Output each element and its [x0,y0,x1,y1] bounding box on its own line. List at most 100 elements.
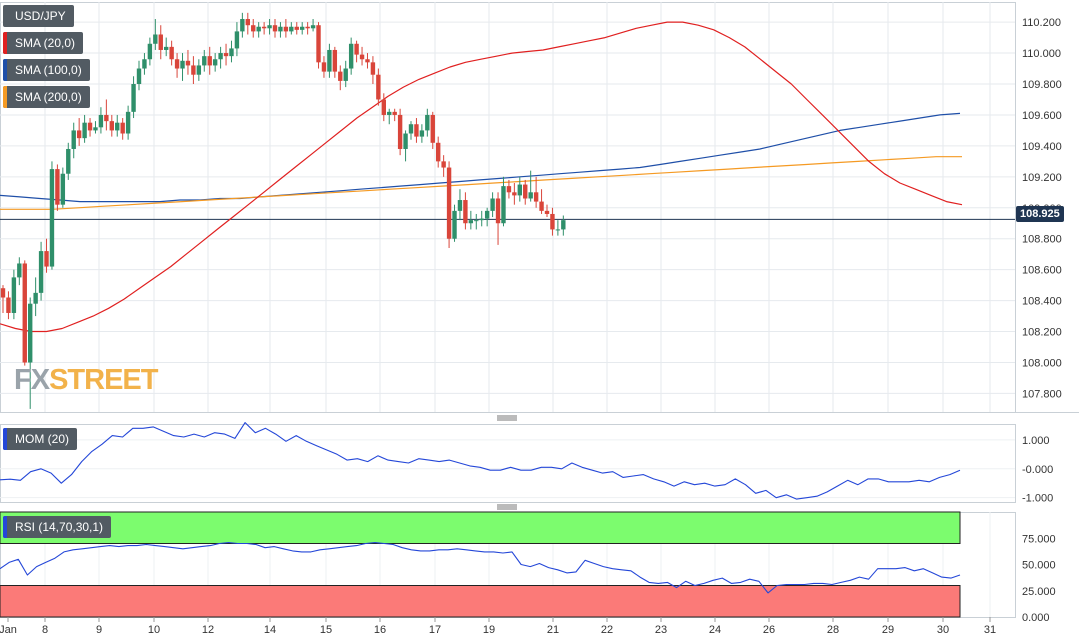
candle-body-up [98,114,104,128]
rsi-label-text: RSI (14,70,30,1) [15,520,104,534]
candle-body-down [397,114,403,149]
sma200-line [0,156,962,210]
candle-body-down [321,62,327,72]
price-tick-label: 108.200 [1022,327,1062,339]
candle-body-down [104,114,109,122]
sma20-swatch [3,32,7,54]
candle-body-down [44,251,49,267]
candle-body-down [441,161,446,168]
candle-body-up [136,68,142,84]
candle-body-up [115,122,120,131]
candle-body-down [251,25,256,32]
candle-body-down [495,198,501,224]
sma20-line [0,21,963,333]
candle-body-down [305,26,310,29]
candle-body-up [256,26,261,32]
sma200-label-text: SMA (200,0) [15,90,82,104]
candle-body-down [185,60,191,66]
last-price-tag: 108.925 [1016,206,1064,222]
rsi-tick-label: 50.000 [1022,560,1056,572]
sma100-label[interactable]: SMA (100,0) [3,59,90,81]
price-tick-label: 109.600 [1022,110,1062,122]
mom-label-text: MOM (20) [15,432,69,446]
rsi-label[interactable]: RSI (14,70,30,1) [3,516,112,538]
logo-fx: FX [14,364,50,396]
candle-body-up [229,48,234,57]
candle-body-up [71,130,76,149]
candle-body-up [196,65,202,75]
sma200-label[interactable]: SMA (200,0) [3,86,90,108]
x-tick-label: 21 [547,624,559,636]
candle-body-down [376,74,381,100]
sma20-label[interactable]: SMA (20,0) [3,32,84,54]
candle-body-down [539,201,544,211]
candle-body-up [457,200,463,211]
price-tick-label: 110.200 [1022,17,1061,29]
x-tick-label: 19 [483,624,495,636]
rsi-oversold-zone [0,585,961,618]
candle-body-down [544,210,550,214]
candle-body-up [425,114,430,131]
candle-body-down [294,26,299,30]
candle-body-up [240,19,245,32]
candle-body-up [419,130,425,137]
candle-body-up [212,59,218,66]
candle-body-up [33,292,38,304]
candle-body-down [365,59,370,63]
candle-body-up [202,56,207,66]
x-tick-label: 15 [320,624,332,636]
candle-body-up [66,148,71,174]
mom-tick-label: 1.000 [1022,435,1050,447]
candle-body-down [76,130,82,139]
rsi-overbought-zone [0,511,961,544]
candle-body-up [278,26,283,32]
candle-body-down [174,59,180,69]
rsi-line [0,541,961,594]
candle-body-up [468,220,474,224]
x-tick-label: 23 [655,624,667,636]
symbol-label-text: USD/JPY [15,9,66,23]
candle-body-up [93,127,98,131]
candle-body-down [512,192,517,196]
rsi-tick-label: 25.000 [1022,586,1056,598]
symbol-label[interactable]: USD/JPY [3,5,74,27]
x-tick-label: 24 [709,624,721,636]
candle-body-down [332,49,338,72]
candle-body-up [131,84,136,112]
candle-body-down [0,288,6,298]
candle-body-down [359,54,365,60]
candle-body-up [125,111,131,134]
x-tick-label: 14 [264,624,276,636]
candle-body-up [153,34,158,44]
candle-body-down [550,213,555,230]
x-tick-label: 31 [984,624,996,636]
candle-body-up [147,43,153,60]
candle-body-up [555,229,561,231]
candle-body-up [408,124,414,134]
candles [0,12,566,409]
sma200-swatch [3,86,7,108]
mom-tick-label: -1.000 [1022,493,1053,505]
price-tick-label: 110.000 [1022,48,1061,60]
mom-tick-label: -0.000 [1022,464,1053,476]
indicator-lines [0,422,961,594]
candle-body-up [484,210,490,219]
price-tick-label: 108.600 [1022,265,1062,277]
candle-body-up [517,184,522,196]
x-tick-label: 26 [763,624,775,636]
candle-body-up [479,218,484,221]
sma100-swatch [3,59,7,81]
sma20-label-text: SMA (20,0) [15,36,76,50]
mom-label[interactable]: MOM (20) [3,428,77,450]
candle-body-up [343,68,348,81]
x-tick-label: 8 [42,624,48,636]
x-tick-label: 22 [601,624,613,636]
rsi-tick-label: 75.000 [1022,533,1056,545]
price-tick-label: 109.400 [1022,141,1062,153]
panel-resize-handles[interactable] [497,415,517,510]
mom-panel-frame [0,424,1016,503]
candle-body-up [561,220,566,230]
price-tick-label: 109.800 [1022,79,1062,91]
candle-body-up [218,53,223,60]
tick-labels: 107.800 108.000 108.200 108.400 108.600 108.8… [0,17,1062,636]
